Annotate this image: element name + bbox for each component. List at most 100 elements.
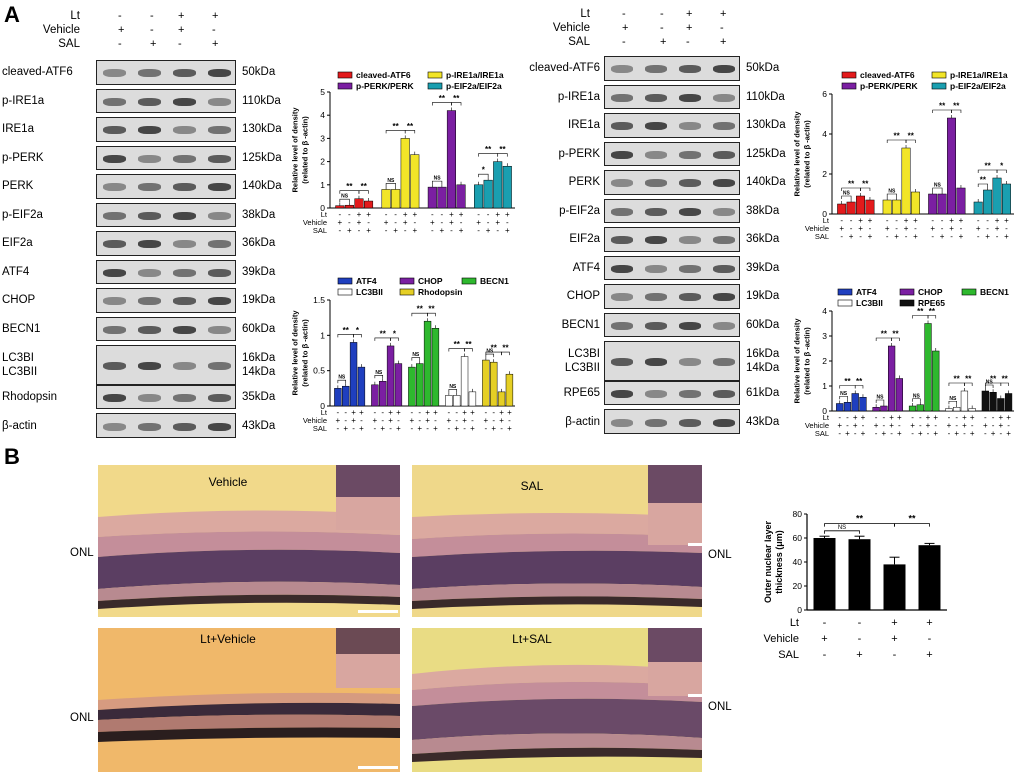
- significance-bracket: [839, 395, 848, 400]
- x-sign: -: [875, 429, 878, 438]
- blot-band: [679, 321, 701, 330]
- blot-kda: 50kDa: [242, 66, 276, 79]
- x-sign: +: [337, 218, 342, 227]
- x-sign: +: [393, 226, 398, 235]
- blot-label: β-actin: [2, 419, 37, 432]
- histology-title-vehicle: Vehicle: [208, 475, 248, 489]
- bar: [843, 402, 852, 412]
- histology-title-sal: SAL: [520, 479, 544, 493]
- x-sign: +: [874, 421, 879, 430]
- blot-band: [173, 297, 196, 306]
- blot-band: [138, 97, 161, 106]
- x-sign: -: [394, 218, 397, 227]
- bar: [983, 189, 993, 215]
- y-tick-label: 6: [822, 89, 827, 99]
- y-tick-label: 4: [822, 306, 827, 316]
- blot-strip: [604, 113, 740, 138]
- blot-band: [103, 154, 126, 163]
- significance-bracket: [497, 153, 508, 157]
- blot-band: [713, 207, 735, 216]
- blot-band: [645, 179, 667, 188]
- significance-label: *: [482, 166, 486, 175]
- blot-label: PERK: [568, 176, 600, 189]
- y-tick-label: 0: [320, 401, 325, 411]
- legend-label: LC3BII: [856, 298, 883, 308]
- x-sign: -: [477, 226, 480, 235]
- bar: [880, 405, 888, 412]
- condition-sign: -: [720, 22, 724, 34]
- significance-bracket: [353, 334, 362, 338]
- blot-band: [679, 264, 701, 273]
- blot-kda: 60kDa: [242, 322, 276, 335]
- blot-label: p-EIF2a: [559, 204, 600, 217]
- panel-letter-a: A: [4, 2, 20, 27]
- condition-sign: +: [720, 8, 727, 20]
- histology-lt-vehicle: Lt+Vehicle: [98, 628, 400, 772]
- bar: [851, 393, 859, 412]
- bar: [1004, 393, 1013, 412]
- x-sign: -: [485, 408, 488, 417]
- y-tick-label: 20: [793, 581, 803, 591]
- x-sign: -: [850, 216, 853, 225]
- significance-label: **: [502, 344, 509, 353]
- bar: [968, 408, 976, 412]
- blot-band: [611, 122, 633, 131]
- x-sign: -: [508, 416, 511, 425]
- blot-band: [611, 150, 633, 159]
- x-sign: -: [886, 216, 889, 225]
- x-sign: -: [455, 408, 458, 417]
- blot-label: PERK: [2, 180, 34, 193]
- x-sign: +: [1006, 413, 1011, 422]
- x-sign: +: [459, 226, 464, 235]
- blot-strip: [96, 174, 236, 199]
- x-sign: -: [875, 413, 878, 422]
- blot-strip: [96, 345, 236, 385]
- x-sign: +: [505, 226, 510, 235]
- significance-bracket: [385, 183, 396, 187]
- condition-sign: -: [686, 36, 690, 48]
- significance-label: **: [485, 145, 492, 154]
- onl-label-lt-vehicle: ONL: [70, 712, 94, 724]
- x-sign: -: [862, 421, 865, 430]
- blot-band: [173, 211, 196, 220]
- bar: [956, 187, 966, 215]
- significance-bracket: [841, 195, 852, 199]
- y-axis-label-line: Outer nuclear layer: [763, 520, 773, 603]
- x-sign: +: [897, 429, 902, 438]
- y-tick-label: 0: [797, 605, 802, 615]
- y-tick-label: 2: [320, 157, 325, 167]
- blot-band: [645, 122, 667, 131]
- significance-bracket: [1000, 382, 1009, 386]
- bar: [992, 177, 1002, 215]
- blot-label: cleaved-ATF6: [529, 62, 600, 75]
- x-sign: -: [984, 413, 987, 422]
- bar: [410, 154, 420, 209]
- blot-strip: [96, 288, 236, 313]
- x-sign: -: [869, 224, 872, 233]
- significance-label: **: [393, 122, 400, 131]
- significance-label: NS: [888, 189, 896, 195]
- blot-band: [713, 390, 735, 399]
- bar: [482, 359, 490, 407]
- x-sign: -: [1007, 421, 1010, 430]
- significance-label: **: [980, 176, 987, 185]
- significance-label: **: [954, 375, 961, 384]
- y-tick-label: 0: [822, 209, 827, 219]
- condition-sign: +: [178, 10, 185, 22]
- blot-strip: [96, 413, 236, 438]
- condition-sign: +: [150, 38, 157, 50]
- histology-title-lt-sal: Lt+SAL: [512, 632, 552, 646]
- significance-label: *: [1000, 162, 1004, 171]
- x-sign: -: [500, 424, 503, 433]
- x-sign: -: [389, 424, 392, 433]
- y-axis-label: Relative level of density (related to β -…: [291, 107, 310, 193]
- blot-band: [103, 361, 126, 370]
- x-sign: -: [344, 416, 347, 425]
- significance-label: **: [454, 340, 461, 349]
- x-sign: -: [948, 413, 951, 422]
- blot-label: CHOP: [566, 290, 600, 303]
- y-axis-label-line: Relative level of density: [291, 107, 300, 193]
- x-sign: +: [933, 429, 938, 438]
- legend-label: p-EIF2a/EIF2a: [446, 81, 502, 91]
- legend-label: CHOP: [918, 287, 943, 297]
